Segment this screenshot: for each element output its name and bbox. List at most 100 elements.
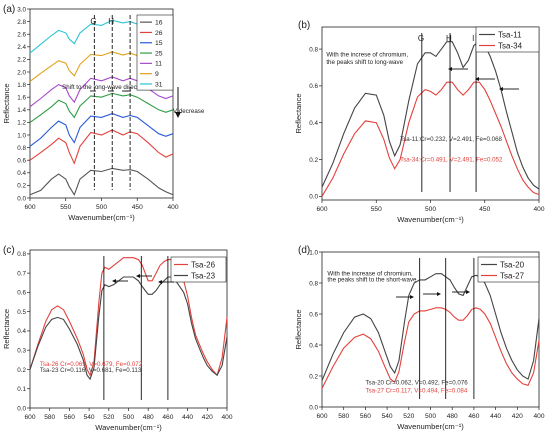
y-tick-label-c: 0.7 [17, 270, 26, 277]
legend-box-d [477, 256, 540, 283]
x-axis-title-b: Wavenumber(cm⁻¹) [397, 215, 464, 224]
y-tick-label-a: 3.0 [17, 6, 26, 13]
x-tick-label-d: 460 [468, 413, 479, 420]
legend-entry-b: Tsa-11 [498, 30, 522, 39]
v-decrease-arrowhead [175, 112, 181, 118]
y-axis-title-d: Reflectance [294, 309, 303, 349]
annotation-b: With the increse of chromium, [326, 51, 408, 58]
y-tick-label-c: 0.2 [17, 367, 26, 374]
series-line-a-26 [29, 129, 174, 165]
y-axis-title-c: Reflectance [2, 309, 11, 349]
y-tick-label-b: 0.8 [309, 46, 318, 53]
y-axis-title-b: Reflectance [294, 93, 303, 133]
annotation-b: the peaks shift to long-wave [326, 59, 403, 66]
y-tick-label-a: 0.6 [17, 158, 26, 165]
legend-entry-a: 15 [155, 40, 163, 47]
annotation-a: V decrease [173, 108, 205, 115]
annotation-d: With the increase of chromium, [327, 270, 413, 277]
x-tick-label-b: 500 [425, 206, 436, 213]
y-axis-title-a: Reflectance [2, 83, 11, 123]
series-group-d [321, 273, 540, 389]
y-tick-label-b: 0.0 [309, 194, 318, 201]
y-tick-label-a: 1.8 [17, 82, 26, 89]
y-tick-label-c: 0.3 [17, 347, 26, 354]
legend-entry-a: 11 [155, 61, 162, 68]
y-tick-label-a: 0.4 [17, 170, 26, 177]
legend-entry-c: Tsa-23 [191, 271, 216, 280]
legend-d: Tsa-20 Tsa-27 [477, 256, 540, 283]
x-tick-label-d: 440 [490, 413, 501, 420]
legend-box-c [170, 256, 227, 283]
annotation-b: Tsa-11:Cr=0.232, V=2.491, Fe=0.068 [400, 136, 502, 143]
x-tick-label-d: 520 [403, 413, 414, 420]
series-group-b [321, 41, 540, 197]
peak-marker-label-b: H [446, 34, 452, 43]
x-tick-label-c: 580 [44, 414, 55, 421]
x-axis-c: 600 580 560 540 520 500 480 460 440 420 400 [24, 408, 233, 421]
series-line-c-Tsa-26 [29, 257, 228, 377]
x-tick-label-b: 600 [316, 206, 327, 213]
x-tick-label-b: 450 [479, 206, 490, 213]
shift-arrowhead [466, 290, 470, 294]
y-tick-label-a: 1.2 [17, 120, 26, 127]
panel-c: (c)600 580 560 540 520 500 480 460 440 420 4000.00… [2, 245, 233, 432]
x-tick-label-c: 440 [182, 414, 193, 421]
x-tick-label-c: 500 [123, 414, 134, 421]
annotation-c: Tsa-23 Cr=0.116, V=0.681, Fe=0.113 [40, 367, 142, 374]
y-tick-label-c: 0.0 [17, 405, 26, 412]
y-tick-label-a: 1.6 [17, 95, 26, 102]
x-tick-label-c: 540 [84, 414, 95, 421]
shift-arrowhead [112, 279, 116, 283]
legend-c: Tsa-26 Tsa-23 [170, 256, 227, 283]
x-axis-d: 600 580 560 540 520 500 480 460 440 420 400 [316, 407, 545, 420]
panel-label-d: (d) [298, 245, 310, 256]
shift-arrowhead [437, 292, 441, 296]
shift-arrowhead [136, 274, 140, 278]
x-tick-label-b: 400 [533, 206, 544, 213]
peak-markers-c [103, 256, 169, 400]
x-tick-label-d: 600 [316, 413, 327, 420]
annotations-a: Shift to the long-wave direction V decrea… [62, 84, 205, 115]
y-tick-label-a: 2.4 [17, 44, 26, 51]
y-tick-label-a: 2.8 [17, 19, 26, 26]
legend-a: 16 26 15 25 11 9 31 [136, 14, 174, 91]
x-tick-label-d: 580 [338, 413, 349, 420]
series-line-a-25 [29, 92, 174, 123]
y-tick-label-b: 0.2 [309, 157, 318, 164]
x-tick-label-c: 480 [143, 414, 154, 421]
decorative-arrows [90, 67, 519, 299]
series-line-a-16 [29, 167, 174, 197]
peak-marker-label-b: G [418, 34, 424, 43]
y-tick-label-d: 0.4 [309, 342, 318, 349]
y-tick-label-c: 0.8 [17, 251, 26, 258]
y-tick-label-a: 1.4 [17, 107, 26, 114]
y-axis-a: 0.0 0.2 0.4 0.6 0.8 1.0 1.2 1.4 1.6 1.8 2.0 2.2 2.4 2… [17, 6, 30, 202]
panel-label-a: (a) [3, 4, 15, 15]
annotation-b: Tsa-34:Cr=0.491, V=2.491, Fe=0.052 [400, 156, 503, 163]
y-tick-label-a: 0.0 [17, 195, 26, 202]
legend-entry-a: 9 [155, 71, 159, 78]
shift-arrowhead [158, 280, 162, 284]
y-tick-label-a: 2.2 [17, 57, 26, 64]
annotation-d: Tsa-27 Cr=0.117, V=0.494, Fe=0.084 [365, 387, 467, 394]
annotation-d: the peaks shift to the short-wave [327, 276, 417, 283]
y-axis-c: 0.0 0.1 0.2 0.3 0.4 0.5 0.6 0.7 0.8 [17, 251, 30, 412]
series-line-b-Tsa-34 [321, 81, 540, 197]
x-tick-label-b: 550 [371, 206, 382, 213]
y-tick-label-a: 2.0 [17, 69, 26, 76]
y-tick-label-d: 1.0 [309, 249, 318, 256]
y-tick-label-a: 2.6 [17, 32, 26, 39]
x-tick-label-d: 500 [425, 413, 436, 420]
x-tick-label-d: 420 [512, 413, 523, 420]
y-tick-label-a: 0.2 [17, 183, 26, 190]
x-tick-label-d: 540 [382, 413, 393, 420]
x-axis-b: 600 550 500 450 400 [316, 200, 545, 213]
panel-a: (a) 600 550 500 450 400 0.0 0.2 0.4 0.6 0.8 1.0 1.2 1… [2, 4, 205, 222]
legend-entry-a: 26 [155, 30, 163, 37]
legend-entry-a: 16 [155, 20, 163, 27]
annotations-b: With the increse of chromium,the peaks s… [326, 51, 503, 163]
y-axis-b: 0.0 0.2 0.4 0.6 0.8 [309, 46, 322, 201]
x-axis-title-c: Wavenumber(cm⁻¹) [95, 423, 162, 432]
x-tick-label-d: 400 [533, 413, 544, 420]
